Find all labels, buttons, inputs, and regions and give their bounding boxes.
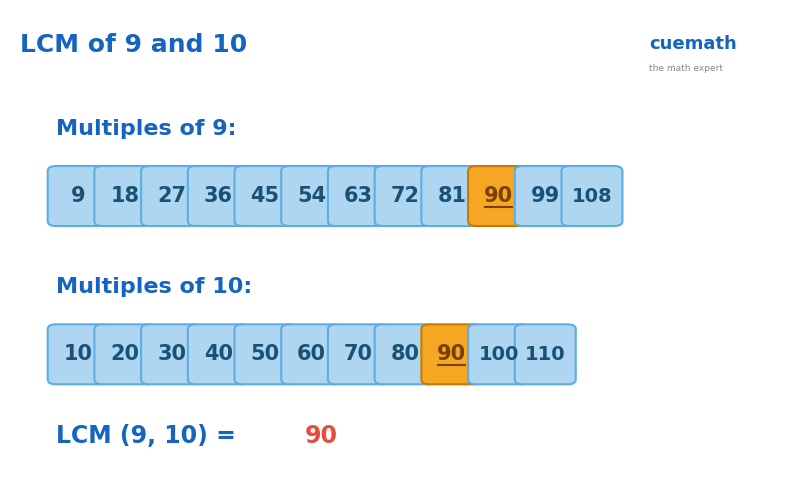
FancyBboxPatch shape [48, 325, 109, 385]
Text: LCM (9, 10) =: LCM (9, 10) = [56, 424, 244, 448]
Text: 27: 27 [157, 186, 186, 206]
Text: the math expert: the math expert [650, 64, 723, 73]
Text: 90: 90 [305, 424, 338, 448]
FancyBboxPatch shape [562, 166, 622, 226]
Text: 90: 90 [438, 345, 466, 365]
Text: 20: 20 [110, 345, 139, 365]
FancyBboxPatch shape [328, 325, 389, 385]
Text: 60: 60 [298, 345, 326, 365]
Text: 90: 90 [484, 186, 513, 206]
Text: 10: 10 [64, 345, 93, 365]
Text: 9: 9 [71, 186, 86, 206]
Text: 110: 110 [525, 345, 566, 364]
FancyBboxPatch shape [374, 166, 436, 226]
Text: 36: 36 [204, 186, 233, 206]
FancyBboxPatch shape [94, 325, 155, 385]
Text: 108: 108 [572, 186, 612, 205]
Text: 81: 81 [438, 186, 466, 206]
Text: LCM of 9 and 10: LCM of 9 and 10 [20, 33, 247, 57]
Text: Multiples of 10:: Multiples of 10: [56, 277, 252, 297]
Text: 80: 80 [390, 345, 420, 365]
Text: 99: 99 [530, 186, 560, 206]
FancyBboxPatch shape [94, 166, 155, 226]
FancyBboxPatch shape [141, 325, 202, 385]
FancyBboxPatch shape [282, 325, 342, 385]
FancyBboxPatch shape [48, 166, 109, 226]
FancyBboxPatch shape [141, 166, 202, 226]
Text: 100: 100 [478, 345, 518, 364]
FancyBboxPatch shape [514, 166, 576, 226]
Text: 18: 18 [110, 186, 139, 206]
FancyBboxPatch shape [328, 166, 389, 226]
Text: 54: 54 [297, 186, 326, 206]
Text: 40: 40 [204, 345, 233, 365]
FancyBboxPatch shape [234, 166, 295, 226]
FancyBboxPatch shape [282, 166, 342, 226]
FancyBboxPatch shape [468, 325, 529, 385]
Text: 72: 72 [390, 186, 420, 206]
Text: cuemath: cuemath [650, 35, 737, 53]
FancyBboxPatch shape [422, 325, 482, 385]
Text: 30: 30 [157, 345, 186, 365]
FancyBboxPatch shape [374, 325, 436, 385]
FancyBboxPatch shape [468, 166, 529, 226]
Text: 45: 45 [250, 186, 279, 206]
Text: 50: 50 [250, 345, 279, 365]
Text: 70: 70 [344, 345, 373, 365]
FancyBboxPatch shape [234, 325, 295, 385]
FancyBboxPatch shape [188, 166, 249, 226]
FancyBboxPatch shape [188, 325, 249, 385]
Text: 63: 63 [344, 186, 373, 206]
FancyBboxPatch shape [514, 325, 576, 385]
Text: Multiples of 9:: Multiples of 9: [56, 119, 236, 139]
FancyBboxPatch shape [422, 166, 482, 226]
